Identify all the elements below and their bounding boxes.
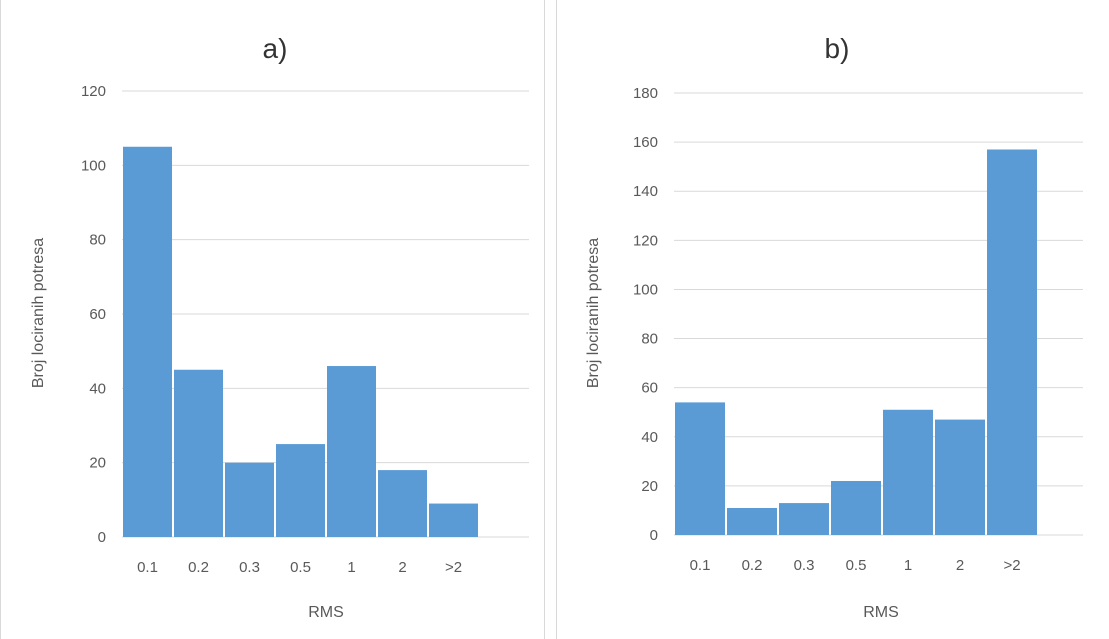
chart-a-xtick-label: 0.3 <box>239 559 260 576</box>
chart-b-ylabel: Broj lociranih potresa <box>585 238 602 388</box>
chart-a-bar <box>276 444 325 537</box>
chart-b-xtick-label: 0.3 <box>794 557 815 574</box>
chart-a-ytick-label: 40 <box>89 380 106 397</box>
chart-a-ytick-label: 120 <box>81 83 106 100</box>
chart-b-bar <box>675 402 725 535</box>
chart-a-title: a) <box>263 33 288 64</box>
chart-b-xtick-label: 1 <box>904 557 912 574</box>
chart-a-xtick-label: 0.5 <box>290 559 311 576</box>
chart-b-bar <box>935 419 985 535</box>
chart-a-bar <box>174 369 223 537</box>
chart-b-bar <box>883 409 933 535</box>
chart-a-ytick-label: 20 <box>89 455 106 472</box>
chart-a-ytick-label: 60 <box>89 306 106 323</box>
chart-b-bar <box>987 149 1037 535</box>
chart-a-xtick-label: 0.1 <box>137 559 158 576</box>
chart-a-bar <box>123 146 172 537</box>
chart-b-ytick-label: 40 <box>641 429 658 446</box>
chart-b-bar <box>727 507 777 535</box>
chart-b-bar <box>831 480 881 535</box>
chart-b-ytick-label: 20 <box>641 478 658 495</box>
chart-a-ylabel: Broj lociranih potresa <box>30 238 47 388</box>
chart-b-ytick-label: 100 <box>633 281 658 298</box>
chart-a-bar <box>225 462 274 537</box>
chart-b-ytick-label: 140 <box>633 183 658 200</box>
chart-b-xtick-label: 2 <box>956 557 964 574</box>
chart-a-xtick-label: 2 <box>398 559 406 576</box>
chart-panel-b: b) RMS Broj lociranih potresa 0 20 40 60 80 1… <box>556 0 1109 639</box>
chart-b-xtick-label: 0.1 <box>690 557 711 574</box>
chart-a-xtick-label: >2 <box>445 559 462 576</box>
chart-b-title: b) <box>825 33 850 64</box>
chart-b-xtick-label: 0.5 <box>846 557 867 574</box>
chart-b-bar <box>779 503 829 535</box>
chart-a-xlabel: RMS <box>308 604 344 621</box>
chart-b-ytick-label: 60 <box>641 380 658 397</box>
chart-a-xtick-label: 1 <box>347 559 355 576</box>
chart-b-ytick-label: 80 <box>641 331 658 348</box>
chart-b-ytick-label: 180 <box>633 85 658 102</box>
chart-b-ytick-label: 160 <box>633 134 658 151</box>
chart-a-ytick-label: 0 <box>98 529 106 546</box>
chart-b-xtick-label: >2 <box>1003 557 1020 574</box>
chart-a-bar <box>327 366 376 537</box>
chart-a-bar <box>429 503 478 537</box>
chart-panel-a: a) RMS Broj lociranih potresa 0 20 40 60 80 1… <box>0 0 545 639</box>
chart-a-bar <box>378 470 427 537</box>
chart-a-ytick-label: 80 <box>89 232 106 249</box>
chart-a-ytick-label: 100 <box>81 157 106 174</box>
chart-a-xtick-label: 0.2 <box>188 559 209 576</box>
chart-b-xtick-label: 0.2 <box>742 557 763 574</box>
chart-b-svg: b) RMS Broj lociranih potresa 0 20 40 60 80 1… <box>585 33 1083 621</box>
chart-b-ytick-label: 120 <box>633 232 658 249</box>
chart-b-xlabel: RMS <box>863 604 899 621</box>
chart-a-svg: a) RMS Broj lociranih potresa 0 20 40 60 80 1… <box>30 33 529 621</box>
chart-b-ytick-label: 0 <box>650 527 658 544</box>
